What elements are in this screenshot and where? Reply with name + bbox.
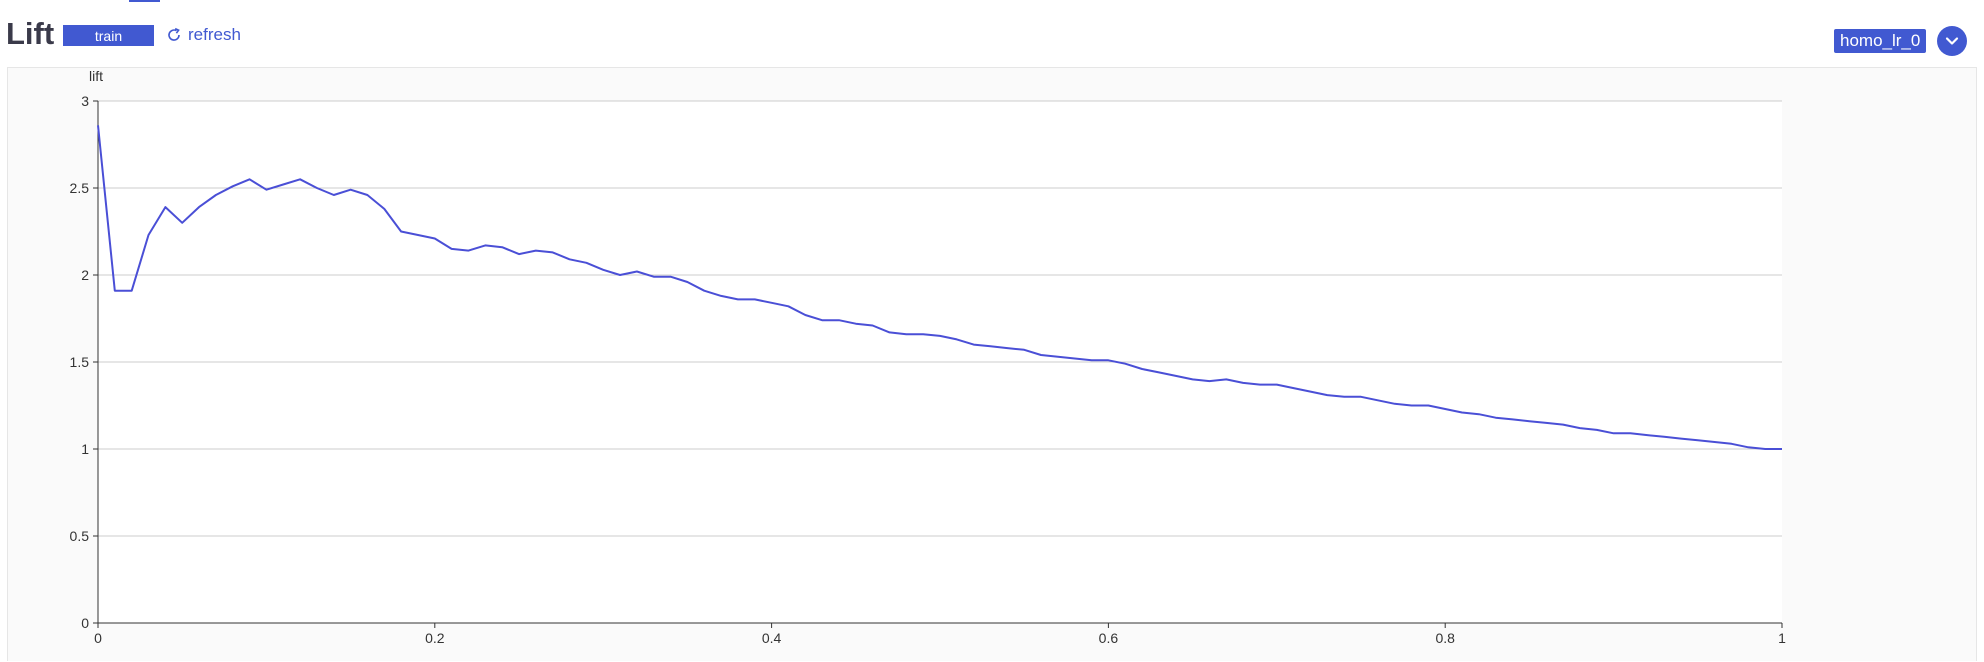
lift-series-line: [97, 125, 1782, 450]
refresh-button[interactable]: refresh: [166, 24, 241, 46]
y-tick-label: 1.5: [70, 354, 90, 370]
x-tick-label: 0.8: [1435, 630, 1455, 646]
x-tick-label: 0.6: [1099, 630, 1119, 646]
chevron-down-icon: [1945, 37, 1959, 45]
model-dropdown-button[interactable]: [1937, 26, 1967, 56]
train-tag-button[interactable]: train: [63, 25, 154, 46]
y-tick-label: 0.5: [70, 528, 90, 544]
top-tab-indicator: [129, 0, 160, 2]
y-tick-label: 0: [81, 615, 89, 631]
refresh-icon: [168, 27, 180, 41]
lift-chart: 0 0.5 1 1.5 2 2.5 3 0 0.2 0.4 0.6 0.8 1 lift: [70, 68, 1787, 646]
y-tick-label: 3: [81, 93, 89, 109]
y-axis-title: lift: [89, 68, 103, 84]
x-tick-label: 1: [1778, 630, 1786, 646]
y-tick-label: 2: [81, 267, 89, 283]
page-title: Lift: [6, 16, 55, 51]
x-tick-label: 0.4: [762, 630, 782, 646]
refresh-label: refresh: [188, 25, 241, 44]
y-tick-label: 2.5: [70, 180, 90, 196]
x-tick-label: 0.2: [425, 630, 445, 646]
chart-panel: 0 0.5 1 1.5 2 2.5 3 0 0.2 0.4 0.6 0.8 1 lift: [7, 67, 1977, 661]
y-tick-label: 1: [81, 441, 89, 457]
chart-header: Lift train refresh homo_lr_0: [0, 0, 1984, 66]
x-tick-label: 0: [94, 630, 102, 646]
model-selector[interactable]: homo_lr_0: [1834, 29, 1927, 53]
